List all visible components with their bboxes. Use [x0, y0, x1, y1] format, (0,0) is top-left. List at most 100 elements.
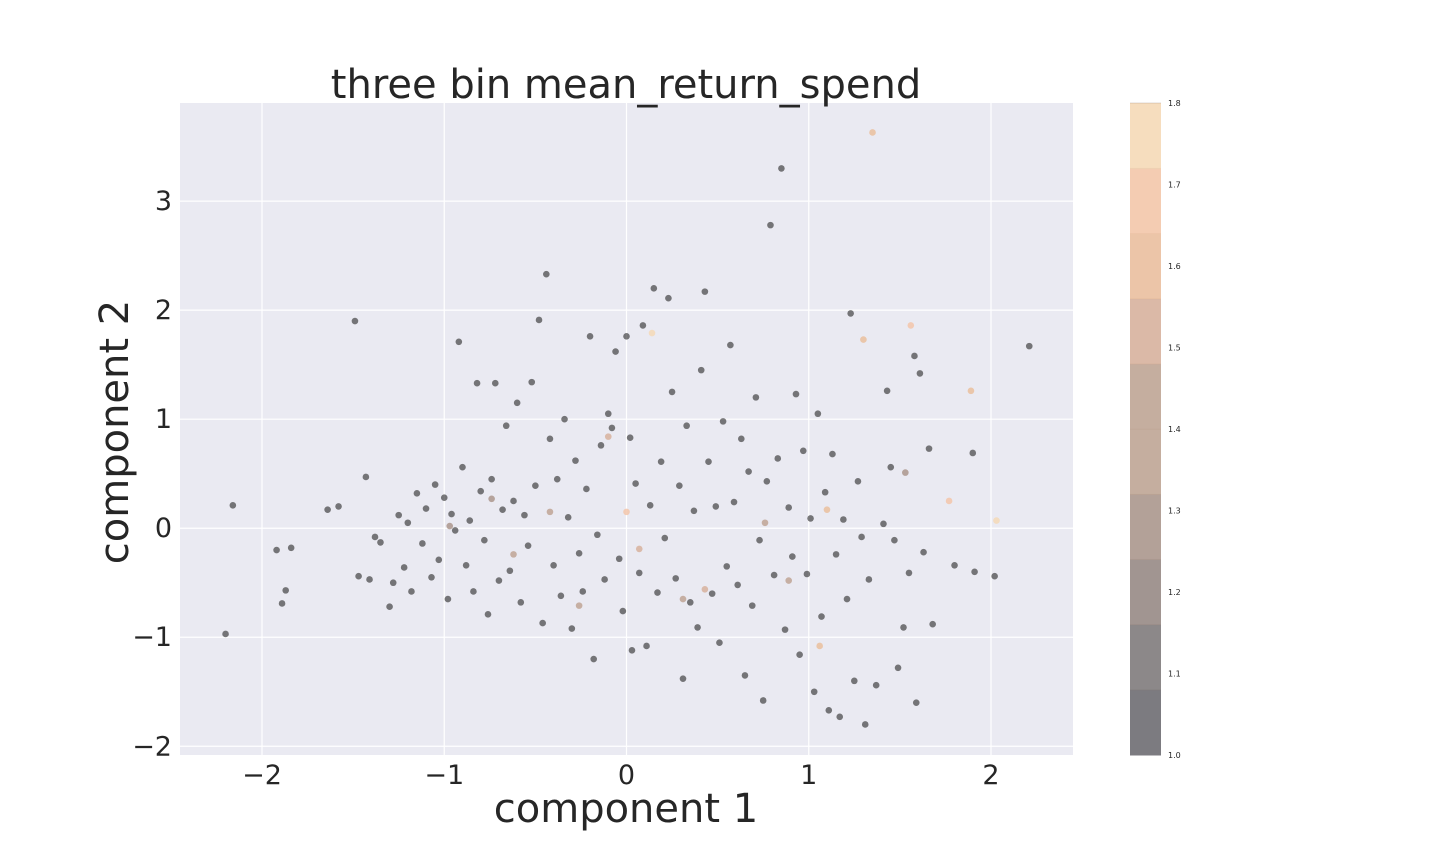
data-point [623, 333, 630, 340]
data-point [502, 422, 510, 430]
data-point [854, 478, 862, 485]
data-point [615, 555, 623, 563]
data-point [916, 370, 924, 377]
data-point [635, 545, 643, 553]
data-point [991, 572, 998, 580]
data-point [767, 221, 774, 229]
data-point [553, 475, 561, 483]
data-point [701, 585, 709, 593]
data-point [455, 338, 463, 346]
data-point [521, 511, 528, 519]
chart-title: three bin mean_return_spend [331, 62, 921, 108]
data-point [604, 410, 612, 418]
data-point [435, 556, 443, 564]
data-point [818, 613, 825, 620]
data-point [763, 478, 771, 485]
data-point [431, 481, 439, 488]
data-point [612, 348, 619, 355]
data-point [594, 531, 601, 539]
data-point [712, 503, 720, 510]
data-point [477, 487, 485, 495]
data-point [967, 387, 975, 395]
x-tick-label: 2 [982, 760, 999, 791]
data-point [446, 522, 454, 530]
grid-lines [180, 103, 1073, 755]
data-point [719, 418, 727, 425]
colorbar [1130, 102, 1161, 756]
data-point [404, 519, 412, 527]
data-point [546, 508, 554, 516]
data-point [686, 599, 694, 606]
data-point [488, 495, 495, 503]
data-point [836, 713, 844, 721]
data-point [752, 394, 760, 401]
colorbar-tick-label: 1.7 [1168, 181, 1181, 190]
data-point [676, 482, 683, 489]
data-point [366, 576, 373, 583]
data-point [781, 626, 789, 633]
data-point [623, 508, 630, 516]
data-point [920, 548, 927, 556]
data-point [564, 514, 572, 521]
data-point [561, 415, 568, 423]
data-point [568, 625, 576, 632]
data-point [495, 577, 503, 584]
data-point [778, 165, 785, 172]
data-point [278, 600, 286, 607]
data-point [355, 572, 362, 580]
data-point [650, 285, 658, 292]
data-point [648, 329, 656, 337]
data-point [532, 482, 539, 489]
data-point [738, 435, 745, 443]
data-point [462, 561, 470, 569]
data-point [880, 520, 887, 528]
data-point [690, 507, 698, 515]
data-point [860, 336, 867, 343]
data-point [335, 503, 342, 510]
data-point [408, 588, 415, 595]
data-point [694, 624, 701, 631]
data-point [371, 533, 379, 541]
data-point [929, 620, 936, 628]
data-point [499, 506, 506, 513]
data-point [539, 619, 546, 627]
data-point [734, 581, 741, 589]
data-point [907, 322, 915, 329]
colorbar-tick-label: 1.4 [1168, 425, 1181, 434]
data-point [851, 677, 858, 685]
data-point [912, 699, 920, 706]
data-point [789, 553, 796, 560]
data-point [484, 611, 492, 618]
data-point [894, 664, 902, 672]
data-point [969, 449, 977, 457]
data-point [796, 651, 803, 658]
data-point [887, 463, 895, 471]
data-point [324, 506, 331, 513]
data-point [657, 458, 665, 466]
data-point [419, 540, 426, 547]
data-point [971, 568, 978, 576]
data-point [723, 563, 731, 570]
data-point [448, 510, 455, 518]
data-point [1025, 342, 1033, 350]
data-point [708, 590, 716, 597]
data-point [911, 352, 918, 360]
colorbar-segment [1130, 429, 1161, 495]
data-point [799, 447, 807, 455]
data-point [546, 435, 554, 443]
data-point [513, 399, 521, 407]
data-point [626, 434, 634, 442]
data-point [351, 317, 359, 325]
colorbar-segment [1130, 624, 1161, 691]
data-point [774, 455, 782, 462]
data-point [748, 602, 756, 609]
data-point [803, 570, 811, 578]
data-point [543, 270, 550, 278]
data-point [386, 603, 393, 611]
data-point [550, 561, 557, 569]
data-points [222, 129, 1033, 728]
data-point [632, 480, 639, 487]
colorbar-segment [1130, 233, 1161, 300]
data-point [362, 473, 370, 481]
data-point [473, 379, 481, 387]
